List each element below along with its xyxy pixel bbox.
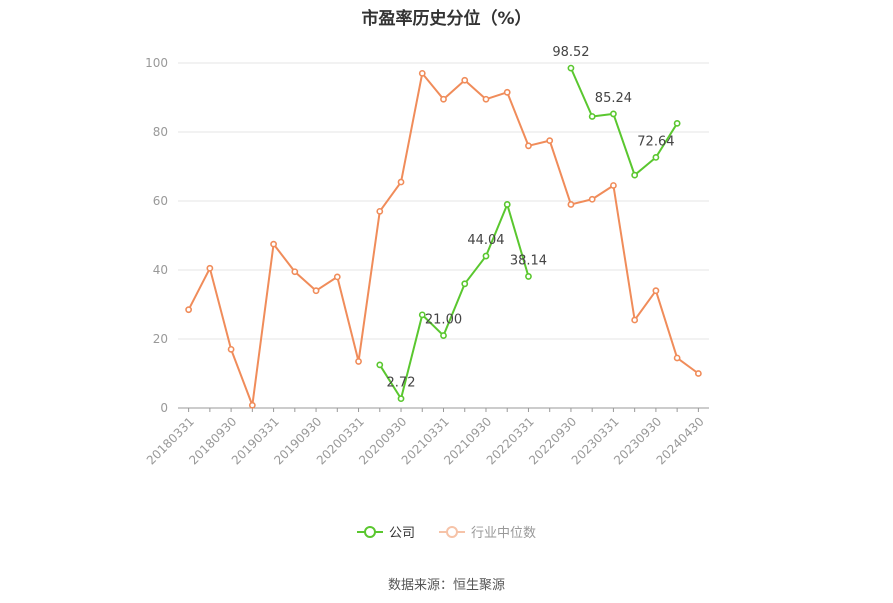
legend-label-industry-median: 行业中位数 — [471, 526, 537, 541]
y-tick-label: 20 — [153, 332, 168, 346]
series-line — [187, 72, 699, 407]
legend-item-industry-median[interactable]: 行业中位数 — [439, 522, 536, 541]
data-label: 2.72 — [387, 376, 416, 391]
data-point — [227, 345, 235, 353]
data-point — [185, 306, 193, 314]
data-point — [461, 76, 469, 84]
data-point — [355, 358, 362, 365]
legend-label-company: 公司 — [388, 526, 415, 541]
series-line — [570, 67, 678, 177]
legend-marker-industry-median — [439, 525, 465, 539]
legend-marker-company — [356, 525, 383, 539]
data-point — [567, 64, 575, 72]
data-point — [312, 287, 320, 295]
chart-title: 市盈率历史分位（%） — [361, 9, 532, 29]
data-point — [461, 280, 469, 288]
y-tick-label: 40 — [153, 263, 168, 277]
source-note: 数据来源：恒生聚源 — [387, 578, 505, 593]
y-tick-label: 80 — [153, 125, 168, 139]
data-point — [673, 354, 681, 362]
data-point — [631, 316, 639, 324]
data-point — [418, 311, 426, 319]
data-point — [440, 332, 447, 339]
data-point — [397, 178, 405, 186]
data-point — [525, 273, 532, 280]
data-point — [333, 273, 341, 281]
data-label: 85.24 — [595, 91, 632, 106]
data-label: 38.14 — [510, 253, 547, 268]
data-point — [503, 88, 511, 96]
data-point — [652, 287, 660, 295]
data-labels: 2.72 21.00 44.04 38.14 98.52 85.24 72.64 — [387, 45, 675, 391]
data-point — [291, 268, 299, 276]
data-point — [376, 207, 384, 215]
data-point — [610, 110, 617, 118]
data-point — [652, 153, 660, 161]
data-point — [610, 182, 617, 189]
axes: 0204060801002018033120180930201903312019… — [144, 56, 709, 468]
series-lines — [185, 64, 702, 409]
data-point — [270, 240, 277, 248]
data-point — [503, 201, 511, 208]
y-tick-label: 100 — [145, 56, 168, 70]
y-tick-label: 60 — [153, 194, 168, 208]
data-label: 21.00 — [425, 313, 462, 328]
data-point — [588, 195, 596, 203]
legend: 公司 行业中位数 — [0, 522, 893, 541]
data-point — [567, 201, 575, 208]
data-point — [418, 69, 426, 77]
data-point — [397, 395, 405, 403]
data-point — [546, 137, 554, 145]
data-point — [248, 401, 256, 409]
data-point — [588, 113, 596, 120]
data-point — [694, 370, 702, 377]
data-point — [525, 142, 532, 150]
data-point — [376, 361, 384, 369]
series-line — [378, 203, 530, 400]
data-label: 44.04 — [467, 233, 504, 248]
legend-item-company[interactable]: 公司 — [356, 522, 415, 541]
data-point — [206, 264, 214, 272]
y-tick-label: 0 — [160, 401, 168, 415]
data-label: 72.64 — [637, 134, 674, 149]
data-point — [440, 95, 447, 103]
data-point — [673, 119, 681, 127]
data-point — [482, 95, 490, 103]
data-point — [631, 171, 639, 179]
data-label: 98.52 — [552, 45, 589, 60]
data-point — [482, 252, 490, 260]
